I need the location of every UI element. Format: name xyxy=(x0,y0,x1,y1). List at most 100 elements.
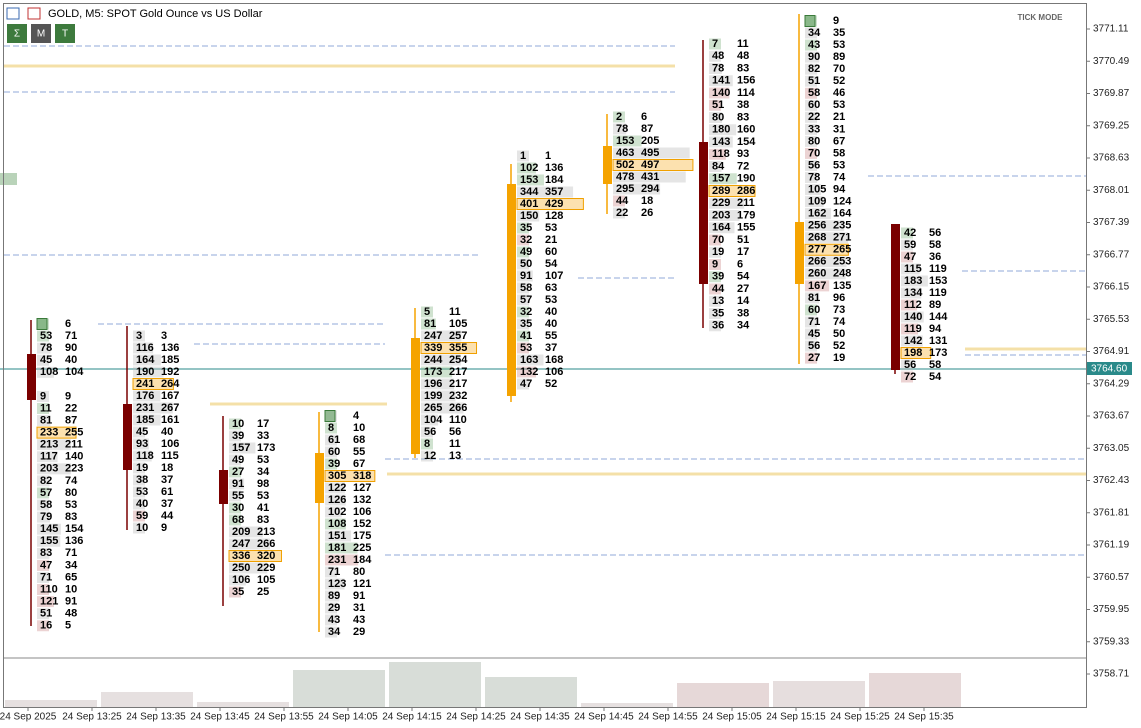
volume-bar xyxy=(325,530,352,542)
bid-volume: 59 xyxy=(136,510,148,522)
bid-volume: 71 xyxy=(808,316,820,328)
candle-body xyxy=(891,224,900,370)
volume-bar xyxy=(37,584,49,596)
time-label: 24 Sep 13:25 xyxy=(62,712,122,723)
ask-volume: 65 xyxy=(65,571,77,583)
volume-bar xyxy=(37,354,49,366)
bid-volume: 71 xyxy=(328,566,340,578)
volume-bar xyxy=(613,111,625,123)
ask-volume: 35 xyxy=(833,27,845,39)
ask-volume: 136 xyxy=(65,535,83,547)
bid-volume: 83 xyxy=(40,547,52,559)
button[interactable] xyxy=(55,24,75,43)
bid-volume: 289 xyxy=(712,185,730,197)
bid-volume: 112 xyxy=(904,299,922,311)
bid-volume: 164 xyxy=(136,354,155,366)
volume-bar xyxy=(709,63,722,74)
volume-bar xyxy=(805,256,847,268)
ask-volume: 96 xyxy=(833,292,845,304)
ask-volume: 51 xyxy=(737,234,749,246)
volume-bar xyxy=(324,470,376,482)
ask-volume: 21 xyxy=(545,234,557,246)
volume-bar xyxy=(325,518,346,530)
ask-volume: 154 xyxy=(737,136,756,148)
ask-volume: 106 xyxy=(353,506,371,518)
bid-volume: 122 xyxy=(328,482,346,494)
volume-bar xyxy=(517,330,529,342)
bid-volume: 157 xyxy=(232,442,250,454)
bid-volume: 198 xyxy=(904,347,922,359)
bid-volume: 60 xyxy=(808,99,820,111)
button-label[interactable]: Σ xyxy=(14,29,20,40)
current-price-box xyxy=(1087,362,1132,375)
marker xyxy=(324,410,336,422)
ask-volume: 127 xyxy=(353,482,371,494)
volume-bar xyxy=(37,547,50,559)
bid-volume: 241 xyxy=(136,378,154,390)
bid-volume: 268 xyxy=(808,232,826,244)
ask-volume: 257 xyxy=(449,330,467,342)
volume-bar xyxy=(805,304,817,316)
volume-bar xyxy=(325,626,337,638)
volume-bar xyxy=(612,159,694,171)
price-label: 3758.71 xyxy=(1093,669,1130,680)
volume-bar xyxy=(325,458,337,470)
ask-volume: 164 xyxy=(833,208,852,220)
ask-volume: 429 xyxy=(545,198,563,210)
price-label: 3769.87 xyxy=(1093,88,1130,99)
ask-volume: 87 xyxy=(641,123,653,135)
ask-volume: 124 xyxy=(833,196,852,208)
price-label: 3766.15 xyxy=(1093,282,1130,293)
ask-volume: 68 xyxy=(353,434,365,446)
bid-volume: 61 xyxy=(328,434,340,446)
ask-volume: 205 xyxy=(641,135,659,147)
ask-volume: 156 xyxy=(737,75,755,87)
volume-bar xyxy=(613,183,661,195)
bid-volume: 34 xyxy=(328,626,341,638)
ask-volume: 6 xyxy=(641,111,647,123)
bid-volume: 250 xyxy=(232,562,250,574)
ask-volume: 40 xyxy=(161,426,173,438)
marker xyxy=(36,318,48,330)
bid-volume: 231 xyxy=(328,554,346,566)
volume-bar xyxy=(517,282,529,294)
ask-volume: 22 xyxy=(65,402,77,414)
volume-bar xyxy=(325,554,359,566)
ask-volume: 267 xyxy=(161,402,179,414)
ask-volume: 98 xyxy=(257,478,269,490)
ask-volume: 53 xyxy=(833,159,845,171)
ask-volume: 10 xyxy=(65,583,77,595)
ask-volume: 40 xyxy=(545,306,557,318)
ask-volume: 255 xyxy=(65,427,83,439)
volume-bar xyxy=(901,323,919,335)
volume-bar xyxy=(421,414,439,426)
button-label[interactable]: T xyxy=(62,29,68,40)
volume-bar xyxy=(805,99,817,111)
button-label[interactable]: M xyxy=(37,29,45,40)
bid-volume: 199 xyxy=(424,390,442,402)
bid-volume: 153 xyxy=(616,135,634,147)
ask-volume: 90 xyxy=(65,342,77,354)
bid-volume: 7 xyxy=(712,38,718,50)
ask-volume: 140 xyxy=(65,451,83,463)
ask-volume: 48 xyxy=(737,50,749,62)
bid-volume: 106 xyxy=(232,574,250,586)
volume-bar xyxy=(709,295,721,307)
volume-bar xyxy=(420,342,478,354)
ask-volume: 11 xyxy=(449,306,461,318)
bid-volume: 117 xyxy=(40,451,58,463)
button[interactable] xyxy=(7,24,27,43)
ask-volume: 184 xyxy=(545,174,564,186)
bid-volume: 22 xyxy=(616,207,628,219)
volume-bar xyxy=(133,438,149,450)
bid-volume: 44 xyxy=(712,283,725,295)
ask-volume: 93 xyxy=(737,148,749,160)
button[interactable] xyxy=(31,24,51,43)
ask-volume: 265 xyxy=(833,244,851,256)
volume-bar xyxy=(517,354,544,366)
volume-bar xyxy=(517,150,529,162)
volume-bar xyxy=(709,283,721,295)
volume-bar xyxy=(229,526,263,538)
bid-volume: 32 xyxy=(520,234,532,246)
